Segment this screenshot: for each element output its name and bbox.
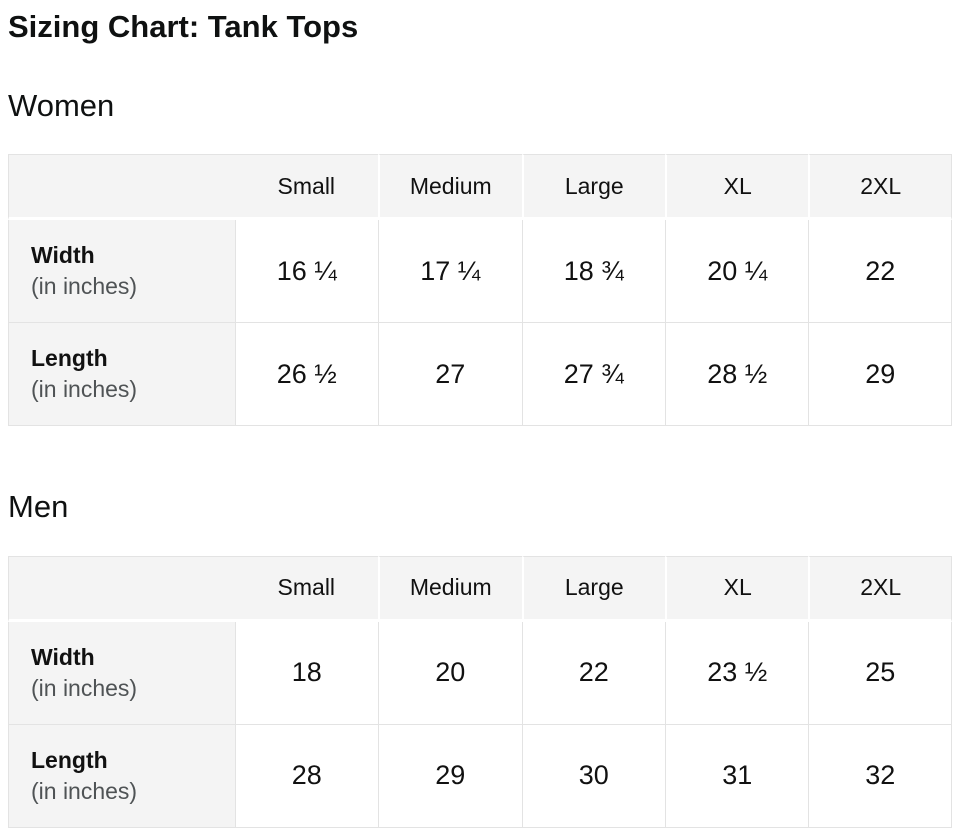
size-value-cell: 18 ¾ <box>521 220 665 324</box>
row-label-width: Width (in inches) <box>8 220 235 324</box>
size-value-cell: 23 ½ <box>665 621 809 725</box>
size-value-cell: 29 <box>808 323 952 427</box>
men-sizing-table: Small Medium Large XL 2XL Width (in inch… <box>8 555 952 828</box>
women-corner-cell <box>8 154 235 221</box>
men-header-row: Small Medium Large XL 2XL <box>8 555 952 622</box>
size-value-cell: 16 ¼ <box>234 220 379 324</box>
women-column-header-medium: Medium <box>378 154 522 221</box>
women-sizing-table: Small Medium Large XL 2XL Width (in inch… <box>8 154 952 427</box>
row-label-length: Length (in inches) <box>8 724 235 828</box>
row-sublabel-text: (in inches) <box>31 376 138 403</box>
row-sublabel-text: (in inches) <box>31 674 138 701</box>
women-column-header-small: Small <box>234 154 379 221</box>
section-heading-men: Men <box>8 489 69 525</box>
men-column-header-xl: XL <box>665 555 809 622</box>
row-label-text: Width <box>31 242 95 269</box>
row-label-length: Length (in inches) <box>8 323 235 427</box>
size-value-cell: 28 <box>234 724 379 828</box>
women-width-row: Width (in inches) 16 ¼ 17 ¼ 18 ¾ 20 ¼ 22 <box>8 220 952 324</box>
men-width-row: Width (in inches) 18 20 22 23 ½ 25 <box>8 621 952 725</box>
size-value-cell: 25 <box>808 621 952 725</box>
row-sublabel-text: (in inches) <box>31 777 138 804</box>
men-column-header-medium: Medium <box>378 555 522 622</box>
women-column-header-xl: XL <box>665 154 809 221</box>
size-value-cell: 26 ½ <box>234 323 379 427</box>
size-value-cell: 18 <box>234 621 379 725</box>
women-length-row: Length (in inches) 26 ½ 27 27 ¾ 28 ½ 29 <box>8 323 952 427</box>
size-value-cell: 17 ¼ <box>378 220 522 324</box>
row-label-width: Width (in inches) <box>8 621 235 725</box>
men-section: Men Small Medium Large XL 2XL Width (in … <box>8 488 952 828</box>
men-corner-cell <box>8 555 235 622</box>
row-sublabel-text: (in inches) <box>31 273 138 300</box>
size-value-cell: 28 ½ <box>665 323 809 427</box>
row-label-text: Length <box>31 746 108 773</box>
row-label-text: Length <box>31 345 108 372</box>
size-value-cell: 30 <box>521 724 665 828</box>
women-header-row: Small Medium Large XL 2XL <box>8 154 952 221</box>
women-section: Women Small Medium Large XL 2XL Width (i… <box>8 87 952 427</box>
women-column-header-large: Large <box>521 154 665 221</box>
page-title: Sizing Chart: Tank Tops <box>8 9 359 44</box>
men-column-header-large: Large <box>521 555 665 622</box>
size-value-cell: 32 <box>808 724 952 828</box>
size-value-cell: 22 <box>521 621 665 725</box>
men-column-header-small: Small <box>234 555 379 622</box>
men-column-header-2xl: 2XL <box>808 555 952 622</box>
size-value-cell: 31 <box>665 724 809 828</box>
row-label-text: Width <box>31 643 95 670</box>
men-length-row: Length (in inches) 28 29 30 31 32 <box>8 724 952 828</box>
women-column-header-2xl: 2XL <box>808 154 952 221</box>
size-value-cell: 27 <box>378 323 522 427</box>
section-heading-women: Women <box>8 88 115 124</box>
size-value-cell: 27 ¾ <box>521 323 665 427</box>
size-value-cell: 29 <box>378 724 522 828</box>
size-value-cell: 22 <box>808 220 952 324</box>
size-value-cell: 20 <box>378 621 522 725</box>
size-value-cell: 20 ¼ <box>665 220 809 324</box>
